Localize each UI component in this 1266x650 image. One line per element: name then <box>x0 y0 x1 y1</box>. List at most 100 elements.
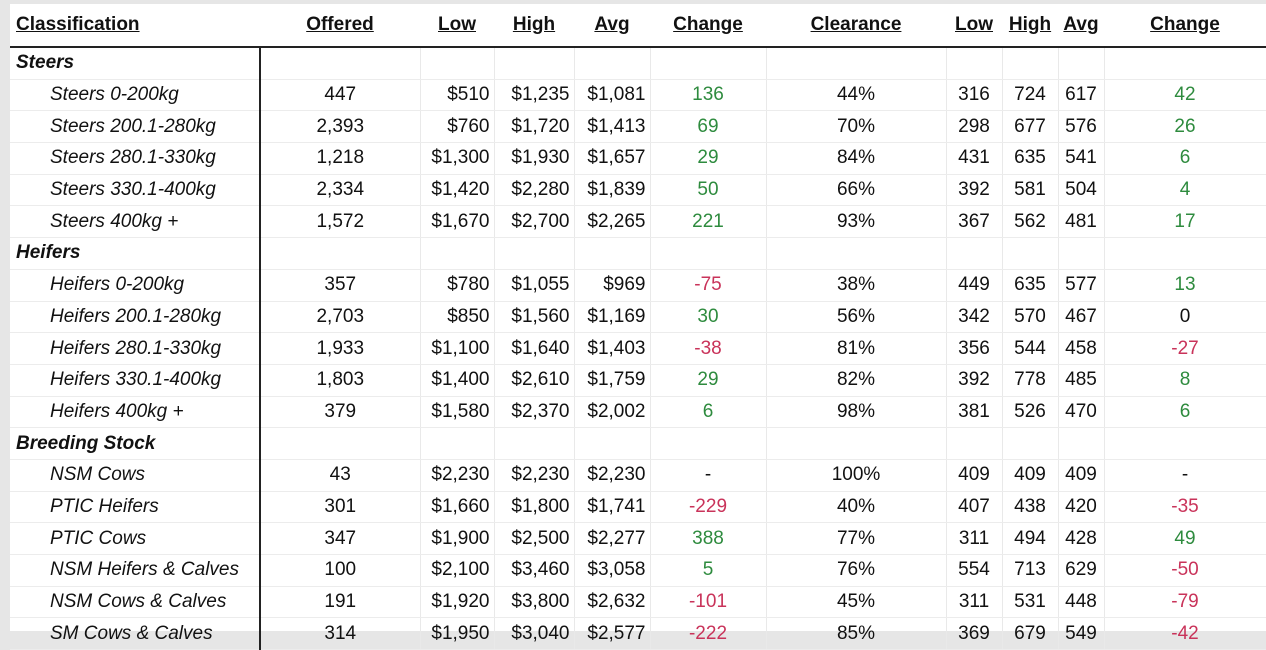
cell-high: $1,560 <box>494 301 575 334</box>
cell-offered: 2,393 <box>260 110 421 144</box>
cell-clearance: 40% <box>766 491 947 524</box>
cell-high: $2,370 <box>494 396 575 429</box>
cell-clearance: 38% <box>766 269 947 302</box>
col-header-change: Change <box>650 4 766 48</box>
empty-cell <box>766 47 947 80</box>
cell-change-2: 8 <box>1104 364 1266 397</box>
col-header-offered: Offered <box>260 4 420 48</box>
cell-low-2: 554 <box>946 554 1003 587</box>
cell-clearance: 100% <box>766 459 947 492</box>
cell-change-2: 42 <box>1104 79 1266 112</box>
col-header-classification: Classification <box>10 4 260 48</box>
cell-clearance: 82% <box>766 364 947 397</box>
cell-low: $780 <box>420 269 495 302</box>
cell-avg: $2,230 <box>574 459 651 492</box>
table-row: Steers 400kg +1,572 $1,670 $2,700 $2,265 221… <box>10 205 1266 239</box>
cell-change: 5 <box>650 554 767 587</box>
table-row: NSM Cows & Calves 191 $1,920 $3,800 $2,632 -1… <box>10 586 1266 619</box>
cell-high: $1,800 <box>494 491 575 524</box>
cell-change: -229 <box>650 491 767 524</box>
cell-change: 136 <box>650 79 767 112</box>
cell-avg: $1,657 <box>574 142 651 175</box>
cell-low: $2,100 <box>420 554 495 587</box>
cell-high-2: 531 <box>1002 586 1059 619</box>
empty-cell <box>1104 47 1266 80</box>
cell-avg-2: 448 <box>1058 586 1105 619</box>
cell-clearance: 45% <box>766 586 947 619</box>
empty-cell <box>946 47 1003 80</box>
cell-offered: 1,572 <box>260 205 421 239</box>
cell-low-2: 409 <box>946 459 1003 492</box>
cell-low-2: 316 <box>946 79 1003 112</box>
cell-low-2: 407 <box>946 491 1003 524</box>
cell-low: $1,100 <box>420 332 495 365</box>
empty-cell <box>420 47 495 80</box>
cell-change: 30 <box>650 301 767 334</box>
cell-avg-2: 420 <box>1058 491 1105 524</box>
cell-clearance: 44% <box>766 79 947 112</box>
table-row: Steers 280.1-330kg 1,218 $1,300 $1,930 $1,65… <box>10 142 1266 175</box>
empty-cell <box>574 237 651 270</box>
cell-low: $850 <box>420 301 495 334</box>
cell-high: $2,230 <box>494 459 575 492</box>
header-row: Classification Offered Low High Avg Chan… <box>10 4 1266 48</box>
empty-cell <box>260 427 421 460</box>
cell-offered: 1,933 <box>260 332 421 365</box>
cell-change: 388 <box>650 522 767 555</box>
cell-low-2: 311 <box>946 522 1003 555</box>
col-header-low-2: Low <box>946 4 1002 48</box>
cell-low-2: 311 <box>946 586 1003 619</box>
cell-offered: 1,803 <box>260 364 421 397</box>
cell-change: 29 <box>650 142 767 175</box>
cell-change: 221 <box>650 205 767 239</box>
col-header-high-2: High <box>1002 4 1058 48</box>
col-header-change-2: Change <box>1104 4 1266 48</box>
cell-offered: 347 <box>260 522 421 555</box>
table-row: NSM Cows 43 $2,230 $2,230 $2,230-100% 409 409 4… <box>10 459 1266 492</box>
cell-change: 6 <box>650 396 767 429</box>
cell-high: $2,500 <box>494 522 575 555</box>
cell-avg: $2,632 <box>574 586 651 619</box>
row-label: Heifers 0-200kg <box>10 269 261 302</box>
cell-change-2: 6 <box>1104 396 1266 429</box>
cell-high: $2,610 <box>494 364 575 397</box>
cell-offered: 43 <box>260 459 421 492</box>
cell-offered: 447 <box>260 79 421 112</box>
cell-change-2: 4 <box>1104 174 1266 207</box>
table-row: Heifers 200.1-280kg 2,703 $850 $1,560 $1,169… <box>10 301 1266 334</box>
cell-high-2: 724 <box>1002 79 1059 112</box>
cell-high: $2,700 <box>494 205 575 239</box>
cell-low-2: 298 <box>946 110 1003 144</box>
cell-high: $1,055 <box>494 269 575 302</box>
row-label: Steers 200.1-280kg <box>10 110 261 144</box>
cell-low: $1,580 <box>420 396 495 429</box>
empty-cell <box>1104 427 1266 460</box>
col-header-low: Low <box>420 4 494 48</box>
empty-cell <box>420 427 495 460</box>
cell-low: $1,660 <box>420 491 495 524</box>
empty-cell <box>1002 237 1059 270</box>
cell-change-2: - <box>1104 459 1266 492</box>
cell-change-2: -35 <box>1104 491 1266 524</box>
group-label: Steers <box>10 47 261 80</box>
cell-avg: $1,169 <box>574 301 651 334</box>
cell-offered: 379 <box>260 396 421 429</box>
cell-change: 50 <box>650 174 767 207</box>
cell-low-2: 367 <box>946 205 1003 239</box>
empty-cell <box>1058 47 1105 80</box>
cell-low-2: 356 <box>946 332 1003 365</box>
empty-cell <box>1104 237 1266 270</box>
row-label: Heifers 400kg + <box>10 396 261 429</box>
cell-clearance: 93% <box>766 205 947 239</box>
cell-offered: 2,703 <box>260 301 421 334</box>
cell-low-2: 431 <box>946 142 1003 175</box>
col-header-avg-2: Avg <box>1058 4 1104 48</box>
cell-low-2: 392 <box>946 364 1003 397</box>
cell-clearance: 56% <box>766 301 947 334</box>
cell-low: $1,420 <box>420 174 495 207</box>
empty-cell <box>946 237 1003 270</box>
empty-cell <box>1058 237 1105 270</box>
row-label: Steers 400kg + <box>10 205 261 239</box>
cell-change-2: -27 <box>1104 332 1266 365</box>
cell-high-2: 438 <box>1002 491 1059 524</box>
